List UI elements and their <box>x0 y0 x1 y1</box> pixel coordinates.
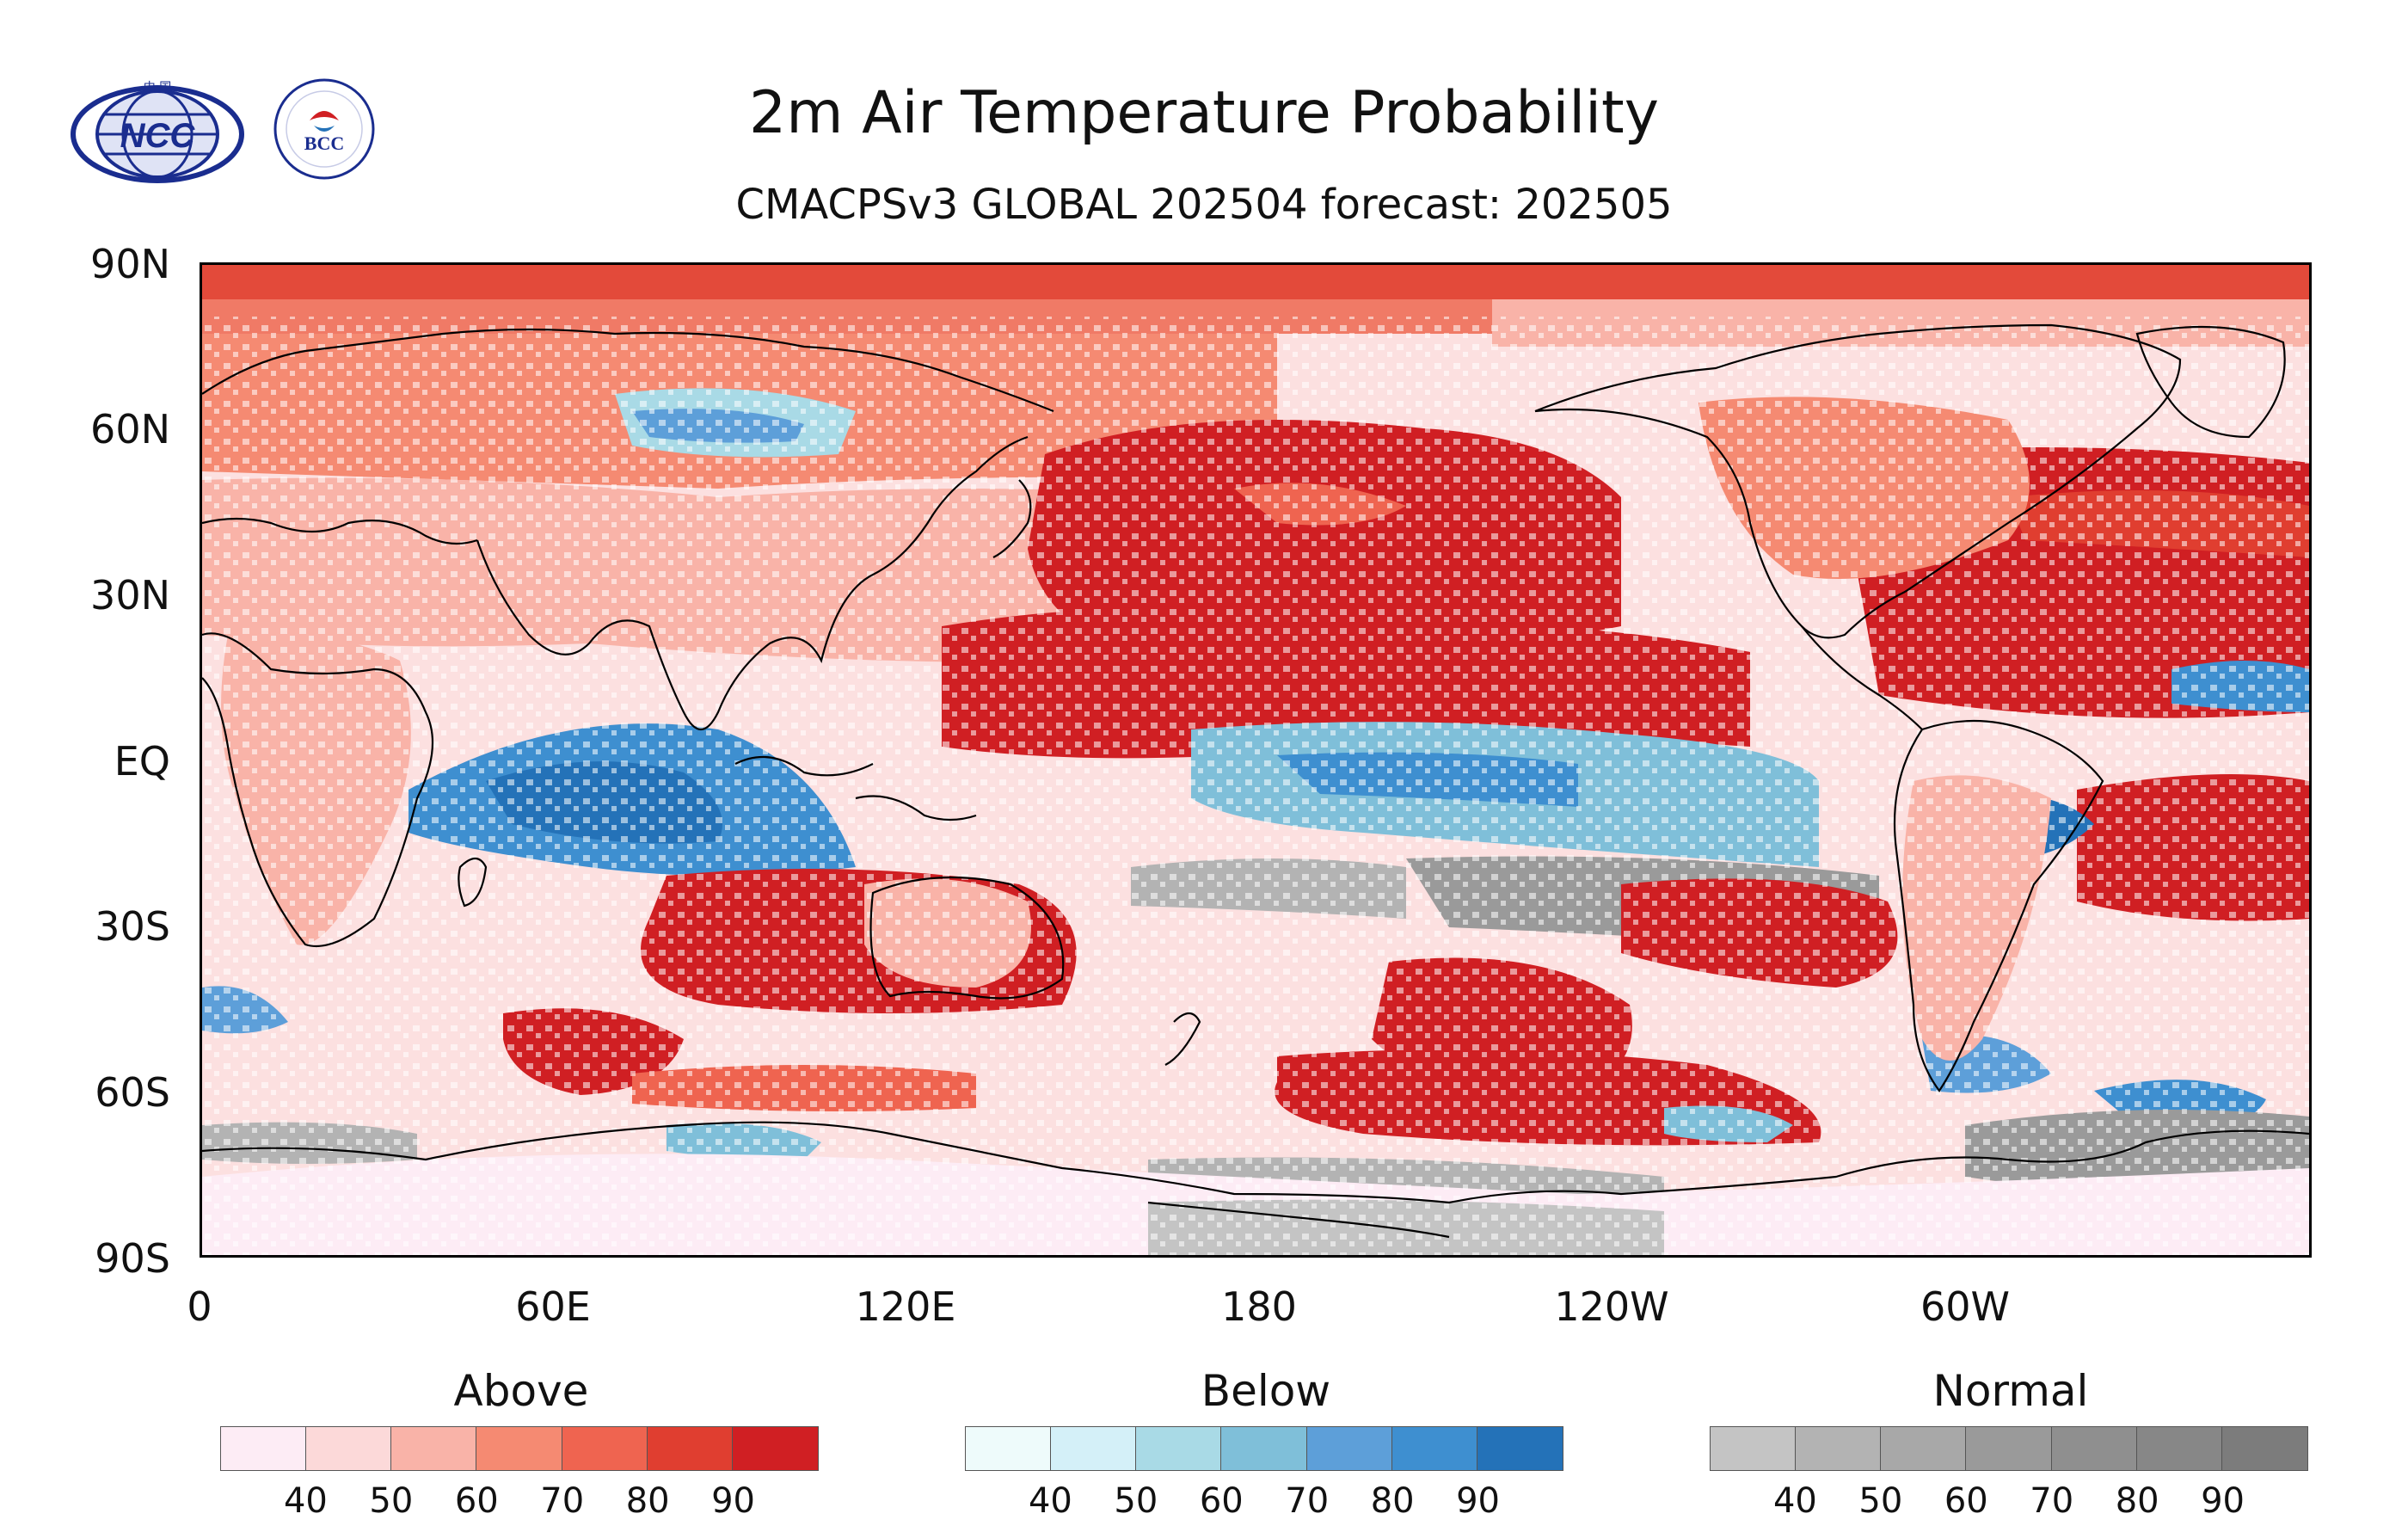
bcc-logo-text: BCC <box>304 132 344 154</box>
legend-above-tick: 70 <box>540 1481 585 1521</box>
legend-above-swatch <box>732 1427 818 1470</box>
lon-label-60w: 60W <box>1920 1283 2011 1330</box>
legend-normal-swatch <box>2051 1427 2137 1470</box>
legend-above-tick: 40 <box>283 1481 328 1521</box>
legend-below-bar <box>965 1426 1563 1471</box>
lat-label-30s: 30S <box>95 903 170 950</box>
map-panel <box>200 262 2312 1258</box>
legend-below-tick: 70 <box>1285 1481 1330 1521</box>
legend-below-swatch <box>1306 1427 1392 1470</box>
legend-above-swatch <box>562 1427 648 1470</box>
bcc-logo: BCC <box>273 78 375 180</box>
legend-normal-swatch <box>1966 1427 2052 1470</box>
chart-title: 2m Air Temperature Probability <box>749 79 1659 147</box>
legend-normal-swatch <box>2221 1427 2307 1470</box>
lat-label-60n: 60N <box>90 406 170 452</box>
legend-normal-tick: 60 <box>1944 1481 1988 1521</box>
legend-normal-swatch <box>2136 1427 2222 1470</box>
legend-above-tick: 50 <box>369 1481 414 1521</box>
legend-normal-swatch <box>1881 1427 1967 1470</box>
legend-above-tick: 80 <box>625 1481 670 1521</box>
lon-label-60e: 60E <box>515 1283 591 1330</box>
probability-map <box>202 265 2309 1255</box>
legend-normal-swatch <box>1796 1427 1882 1470</box>
legend-above-swatch <box>306 1427 392 1470</box>
legend-below-swatch <box>966 1427 1052 1470</box>
legend-above-swatch <box>221 1427 307 1470</box>
lat-label-30n: 30N <box>90 572 170 618</box>
lon-label-0: 0 <box>187 1283 212 1330</box>
legend-below-tick: 50 <box>1114 1481 1158 1521</box>
legend-below-tick: 90 <box>1456 1481 1501 1521</box>
chart-subtitle: CMACPSv3 GLOBAL 202504 forecast: 202505 <box>735 181 1673 229</box>
legend-below-swatch <box>1051 1427 1137 1470</box>
legend-normal-tick: 80 <box>2115 1481 2159 1521</box>
legend-normal-swatch <box>1711 1427 1797 1470</box>
ncc-logo: NCC 中 国 <box>71 81 244 183</box>
lat-label-90s: 90S <box>95 1235 170 1282</box>
legend-above-bar <box>220 1426 819 1471</box>
legend-above-swatch <box>391 1427 477 1470</box>
legend-normal-tick: 70 <box>2030 1481 2074 1521</box>
legend-normal-tick: 40 <box>1772 1481 1817 1521</box>
ncc-logo-text: NCC <box>120 117 196 155</box>
lat-label-60s: 60S <box>95 1069 170 1116</box>
legend-below-swatch <box>1136 1427 1222 1470</box>
legend-normal-bar <box>1710 1426 2308 1471</box>
coastlines <box>202 323 2309 1239</box>
legend-above-swatch <box>647 1427 733 1470</box>
legend-below-swatch <box>1221 1427 1307 1470</box>
legend-below-title: Below <box>1201 1366 1331 1416</box>
legend-above-tick: 90 <box>711 1481 756 1521</box>
legend-below-tick: 60 <box>1199 1481 1244 1521</box>
legend-below-tick: 80 <box>1370 1481 1415 1521</box>
legend-above-tick: 60 <box>454 1481 499 1521</box>
lat-label-eq: EQ <box>114 738 170 785</box>
legend-normal-tick: 90 <box>2201 1481 2245 1521</box>
legend-below-tick: 40 <box>1028 1481 1072 1521</box>
legend-above-title: Above <box>453 1366 589 1416</box>
lat-label-90n: 90N <box>90 241 170 287</box>
legend-normal-title: Normal <box>1932 1366 2089 1416</box>
legend-below-swatch <box>1477 1427 1563 1470</box>
ncc-logo-small-text: 中 国 <box>144 81 171 95</box>
lon-label-120e: 120E <box>855 1283 956 1330</box>
legend-normal-tick: 50 <box>1858 1481 1903 1521</box>
lon-label-180: 180 <box>1221 1283 1297 1330</box>
legend-below-swatch <box>1391 1427 1477 1470</box>
lon-label-120w: 120W <box>1554 1283 1669 1330</box>
legend-above-swatch <box>476 1427 562 1470</box>
